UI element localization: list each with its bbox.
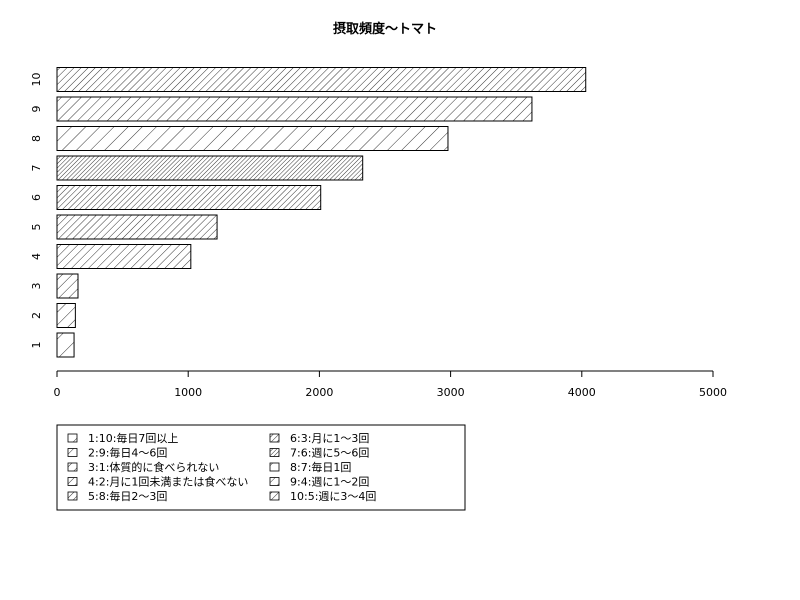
legend-label-1: 1:10:毎日7回以上: [88, 432, 178, 445]
bar-7: [56, 155, 364, 181]
category-label-4: 4: [30, 253, 43, 260]
x-tick-label: 4000: [568, 386, 596, 399]
x-tick-label: 2000: [305, 386, 333, 399]
legend-label-8: 8:7:毎日1回: [290, 461, 351, 474]
category-label-5: 5: [30, 224, 43, 231]
legend-label-10: 10:5:週に3〜4回: [290, 490, 376, 503]
legend-swatch-8: [269, 462, 280, 472]
chart-title: 摂取頻度〜トマト: [333, 21, 437, 37]
bar-8: [56, 126, 449, 151]
category-label-9: 9: [30, 106, 43, 113]
legend-swatch-4: [67, 477, 78, 486]
category-label-10: 10: [30, 73, 43, 87]
legend-label-5: 5:8:毎日2〜3回: [88, 490, 167, 503]
legend-swatch-7: [269, 448, 280, 457]
x-tick-label: 5000: [699, 386, 727, 399]
x-axis: 0 1000 2000 3000 4000 5000: [54, 370, 727, 399]
category-label-7: 7: [30, 165, 43, 172]
legend-label-2: 2:9:毎日4〜6回: [88, 447, 167, 460]
bar-4: [56, 244, 192, 269]
bar-5: [56, 214, 218, 240]
category-labels: 1 2 3 4 5 6 7 8 9 10: [30, 73, 43, 349]
legend-swatch-5: [67, 491, 78, 501]
legend-swatch-6: [269, 433, 280, 443]
bar-3: [56, 273, 79, 299]
bar-9: [56, 96, 533, 122]
bar-1: [56, 332, 75, 358]
legend-swatch-2: [67, 448, 78, 457]
legend-swatch-9: [269, 477, 280, 486]
category-label-8: 8: [30, 135, 43, 142]
legend-label-9: 9:4:週に1〜2回: [290, 476, 369, 489]
category-label-6: 6: [30, 194, 43, 201]
legend-label-7: 7:6:週に5〜6回: [290, 447, 369, 460]
legend: 1:10:毎日7回以上 2:9:毎日4〜6回3:1:体質的に食べられない4:2:月…: [56, 424, 466, 511]
category-label-1: 1: [30, 342, 43, 349]
legend-swatch-10: [269, 491, 280, 501]
legend-swatch-1: [67, 433, 78, 443]
x-tick-label: 1000: [174, 386, 202, 399]
bar-6: [56, 185, 322, 210]
bars-group: [56, 67, 587, 358]
bar-2: [56, 303, 76, 328]
bar-10: [56, 67, 587, 92]
legend-swatch-3: [67, 462, 78, 472]
x-tick-label: 0: [54, 386, 61, 399]
category-label-2: 2: [30, 312, 43, 319]
legend-box: [56, 424, 466, 511]
category-label-3: 3: [30, 283, 43, 290]
legend-label-4: 4:2:月に1回未満または食べない: [88, 475, 248, 489]
legend-label-3: 3:1:体質的に食べられない: [88, 460, 219, 474]
legend-label-6: 6:3:月に1〜3回: [290, 432, 369, 445]
x-tick-label: 3000: [437, 386, 465, 399]
